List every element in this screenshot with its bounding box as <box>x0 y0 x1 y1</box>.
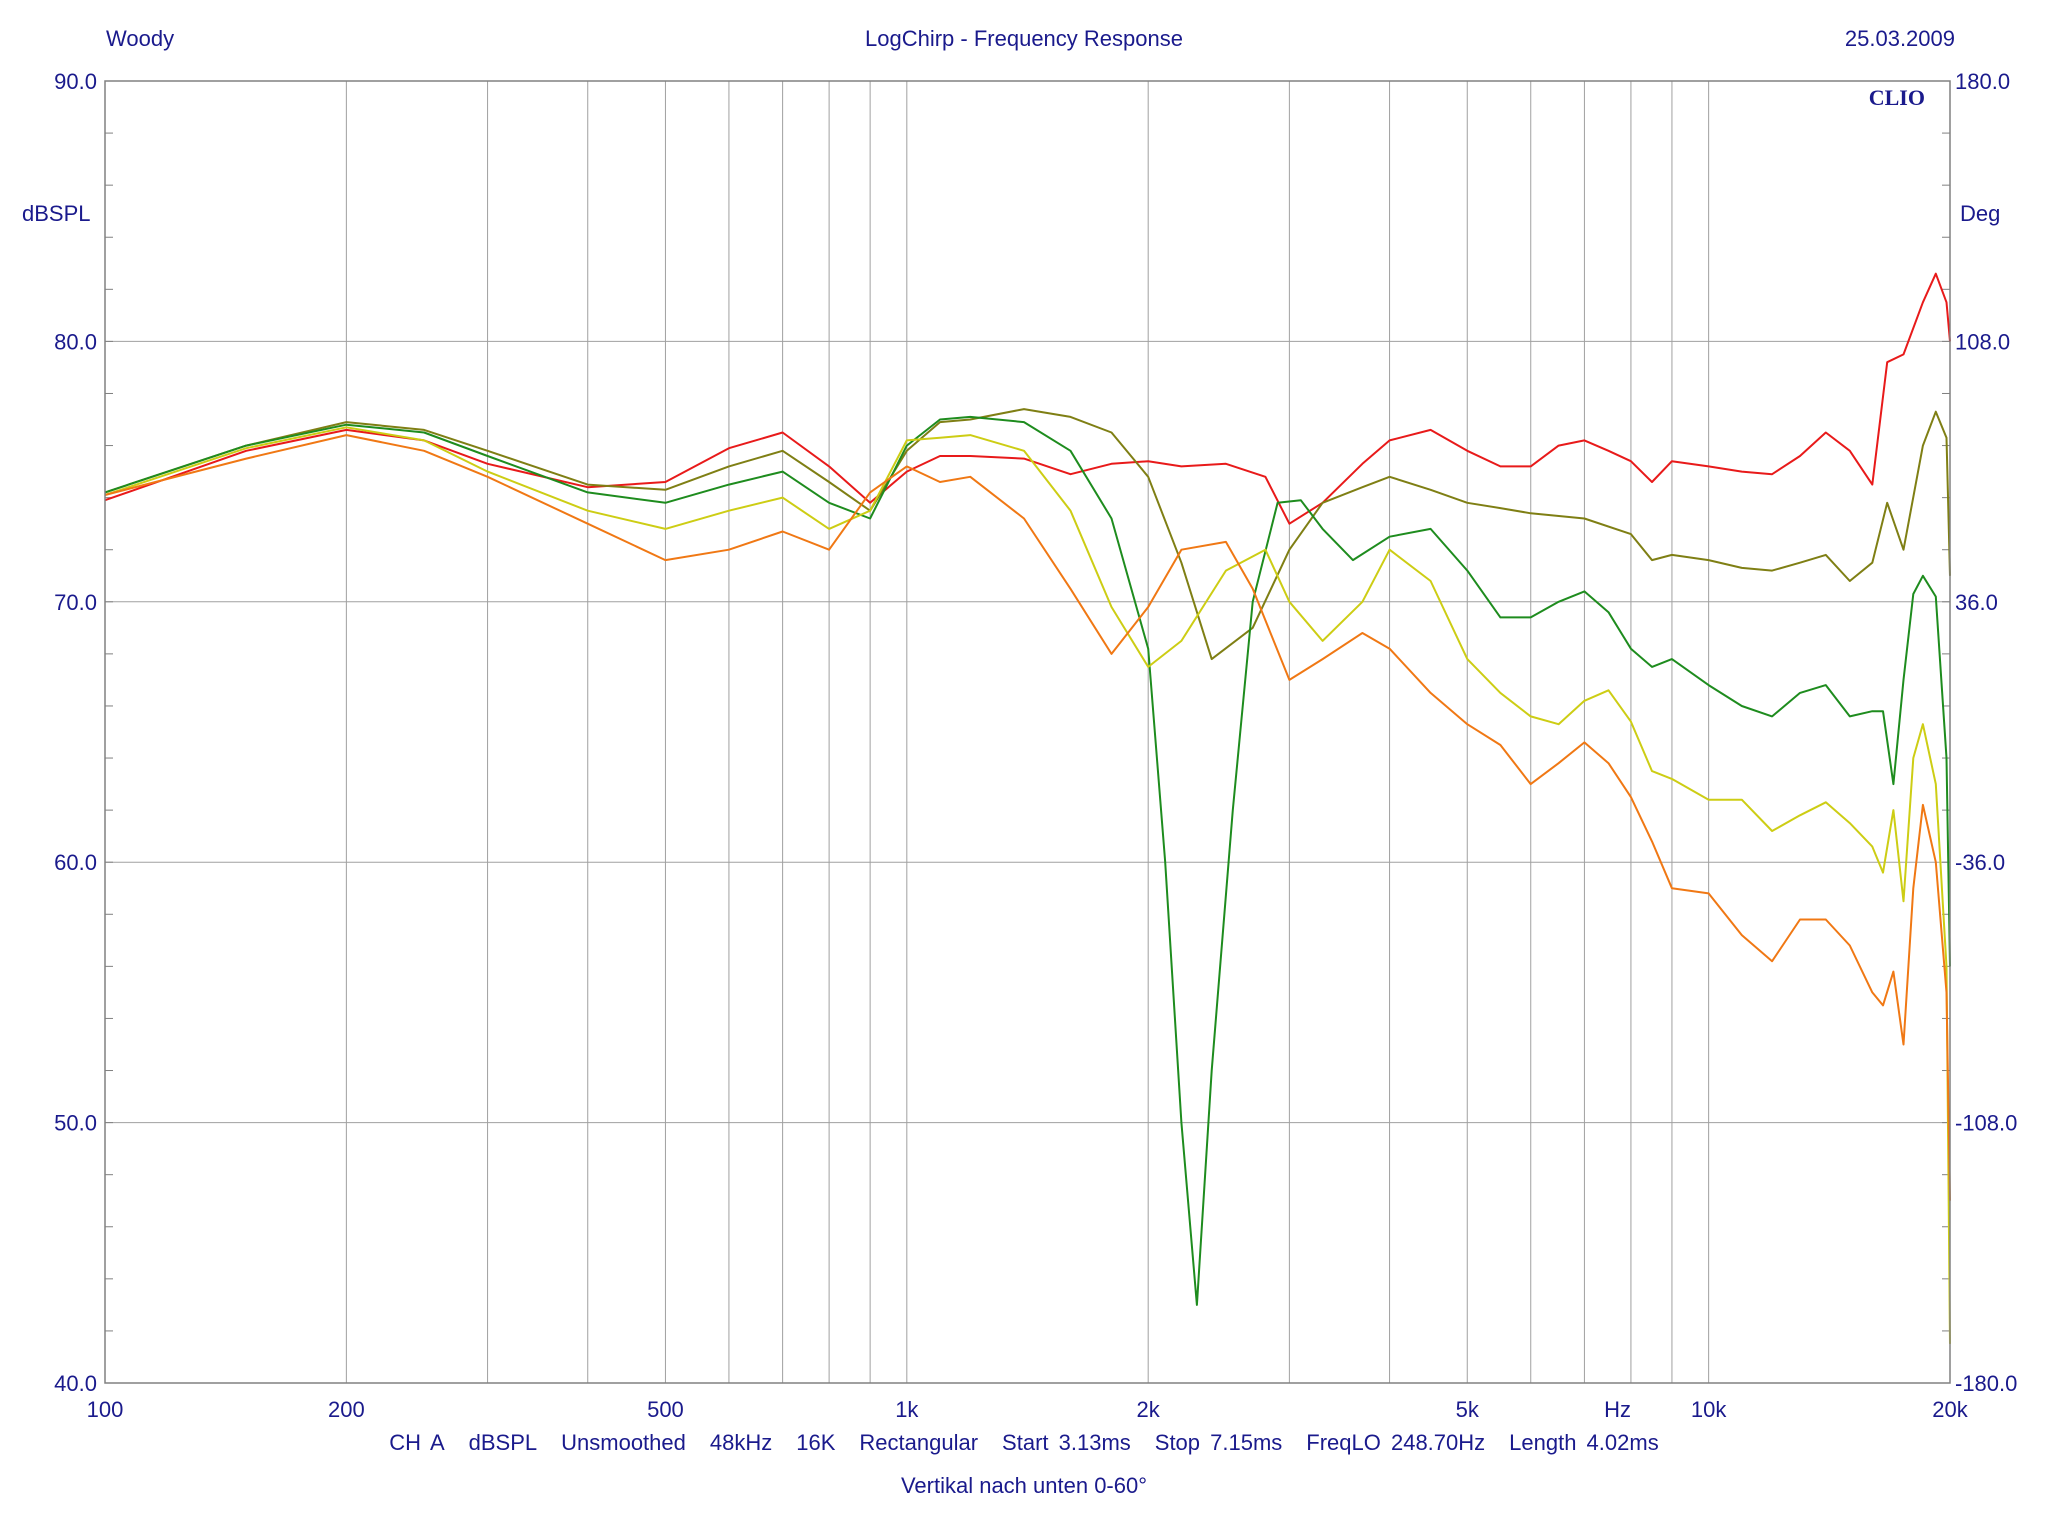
y2-tick-label: -108.0 <box>1955 1111 2017 1136</box>
y2-tick-label: -180.0 <box>1955 1371 2017 1396</box>
footer-item: FreqLO 248.70Hz <box>1306 1430 1486 1455</box>
tick-labels: 100 200 500 1k 2k 5k Hz 10k 20k 40.0 50.0 60.0 70.0 8… <box>54 69 2017 1422</box>
clio-brand-logo: CLIO <box>1869 85 1925 110</box>
measurement-settings: CH A dBSPL Unsmoothed 48kHz 16K Rectangular St… <box>0 1430 2048 1456</box>
x-tick-label: 20k <box>1932 1397 1968 1422</box>
y-tick-label: 50.0 <box>54 1111 97 1136</box>
x-tick-label: 5k <box>1456 1397 1480 1422</box>
y2-tick-label: 180.0 <box>1955 69 2010 94</box>
y2-tick-label: 36.0 <box>1955 590 1998 615</box>
footer-item: Length 4.02ms <box>1509 1430 1659 1455</box>
series-line-3 <box>104 415 1951 1306</box>
chart-title: LogChirp - Frequency Response <box>865 26 1183 51</box>
x-tick-label: Hz <box>1604 1397 1631 1422</box>
series-line-1 <box>104 272 1951 525</box>
series-line-5 <box>104 434 1951 1201</box>
y-tick-label: 90.0 <box>54 69 97 94</box>
y2-tick-label: 108.0 <box>1955 329 2010 354</box>
plot-frame <box>104 80 1951 1384</box>
grid <box>105 80 1950 1384</box>
y2-axis-label: Deg <box>1960 201 2000 226</box>
footer-item: dBSPL <box>468 1430 538 1455</box>
measurement-note: Vertikal nach unten 0-60° <box>900 1473 1148 1498</box>
x-tick-label: 100 <box>87 1397 124 1422</box>
footer-item: Start 3.13ms <box>1002 1430 1131 1455</box>
header-left-label: Woody <box>106 26 175 51</box>
x-tick-label: 10k <box>1691 1397 1727 1422</box>
x-tick-label: 1k <box>895 1397 919 1422</box>
footer-item: Rectangular <box>859 1430 979 1455</box>
footer-item: Stop 7.15ms <box>1154 1430 1283 1455</box>
date-label: 25.03.2009 <box>1844 26 1955 51</box>
x-tick-label: 200 <box>328 1397 365 1422</box>
y-tick-label: 40.0 <box>54 1371 97 1396</box>
series-group <box>104 272 1951 1344</box>
x-tick-label: 500 <box>647 1397 684 1422</box>
footer-item: 16K <box>796 1430 836 1455</box>
y2-tick-label: -36.0 <box>1955 850 2005 875</box>
y-tick-label: 70.0 <box>54 590 97 615</box>
y-tick-label: 60.0 <box>54 850 97 875</box>
series-line-2 <box>104 408 1951 661</box>
footer-item: CH A <box>389 1430 445 1455</box>
y-tick-label: 80.0 <box>54 329 97 354</box>
footer-item: 48kHz <box>709 1430 773 1455</box>
x-tick-label: 2k <box>1137 1397 1161 1422</box>
y-axis-label: dBSPL <box>22 201 91 226</box>
series-line-4 <box>104 426 1951 1344</box>
footer-item: Unsmoothed <box>561 1430 686 1455</box>
